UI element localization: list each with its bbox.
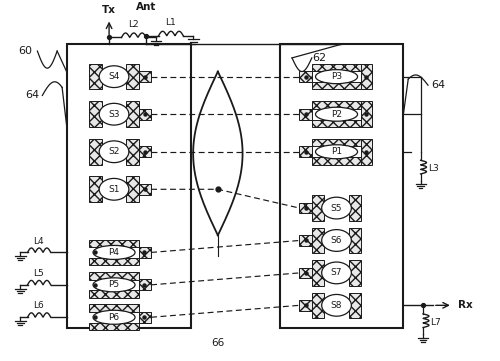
Ellipse shape [93,310,135,324]
Text: P2: P2 [331,110,342,119]
Bar [90,64,102,90]
Ellipse shape [93,245,135,260]
Bar [90,304,139,312]
Bar [349,195,362,221]
Text: L6: L6 [34,301,44,310]
Text: P6: P6 [108,313,120,322]
Bar [349,260,362,286]
Text: L2: L2 [128,20,139,29]
Text: L1: L1 [166,18,176,27]
Bar [300,71,312,82]
Text: 64: 64 [431,80,445,90]
Text: S7: S7 [331,268,342,277]
Text: P5: P5 [108,280,120,290]
Bar [126,139,139,165]
Bar [90,290,139,298]
Text: 60: 60 [18,46,32,56]
Bar [90,240,139,247]
Text: S2: S2 [108,147,120,156]
Bar [300,268,312,278]
Text: Rx: Rx [458,300,472,310]
Bar [312,119,361,127]
Bar [312,292,324,318]
Text: Ant: Ant [136,2,156,12]
Bar [312,260,324,286]
Bar [139,109,151,119]
Bar [139,247,151,258]
Bar [300,109,312,119]
Bar [312,139,361,147]
Ellipse shape [322,197,352,219]
Ellipse shape [322,230,352,251]
Bar [312,228,324,253]
Ellipse shape [322,295,352,316]
Bar [139,312,151,323]
Text: L3: L3 [428,164,439,173]
Bar [362,101,372,127]
Bar [312,64,361,71]
Text: S3: S3 [108,110,120,119]
Bar [300,300,312,311]
Bar [139,184,151,195]
Bar [312,195,324,221]
Bar [126,101,139,127]
Text: Tx: Tx [102,5,116,15]
Ellipse shape [99,66,129,88]
Text: 66: 66 [211,338,224,348]
Bar [67,44,190,327]
Bar [90,272,139,279]
Text: S8: S8 [331,301,342,310]
Ellipse shape [316,145,358,159]
Bar [90,177,102,202]
Bar [126,64,139,90]
Bar [139,279,151,290]
Text: P3: P3 [331,72,342,81]
Text: L5: L5 [34,269,44,278]
Bar [90,139,102,165]
Text: S1: S1 [108,185,120,194]
Ellipse shape [93,278,135,292]
Bar [312,101,361,109]
Bar [312,82,361,90]
Text: S4: S4 [108,72,120,81]
Bar [280,44,404,327]
Text: L4: L4 [34,236,44,245]
Ellipse shape [316,107,358,121]
Bar [349,228,362,253]
Ellipse shape [316,70,358,84]
Ellipse shape [99,103,129,125]
Bar [90,101,102,127]
Text: P4: P4 [108,248,120,257]
Bar [312,157,361,165]
Bar [90,258,139,265]
Bar [362,64,372,90]
Ellipse shape [322,262,352,284]
Text: S5: S5 [331,204,342,213]
Bar [362,139,372,165]
Bar [300,203,312,213]
Bar [300,146,312,157]
Text: P1: P1 [331,147,342,156]
Text: S6: S6 [331,236,342,245]
Bar [139,146,151,157]
Text: 62: 62 [312,53,326,63]
Bar [90,323,139,330]
Ellipse shape [99,178,129,200]
Bar [126,177,139,202]
Ellipse shape [99,141,129,162]
Bar [139,71,151,82]
Bar [349,292,362,318]
Bar [300,235,312,246]
Text: L7: L7 [430,318,441,327]
Text: 64: 64 [26,91,40,100]
